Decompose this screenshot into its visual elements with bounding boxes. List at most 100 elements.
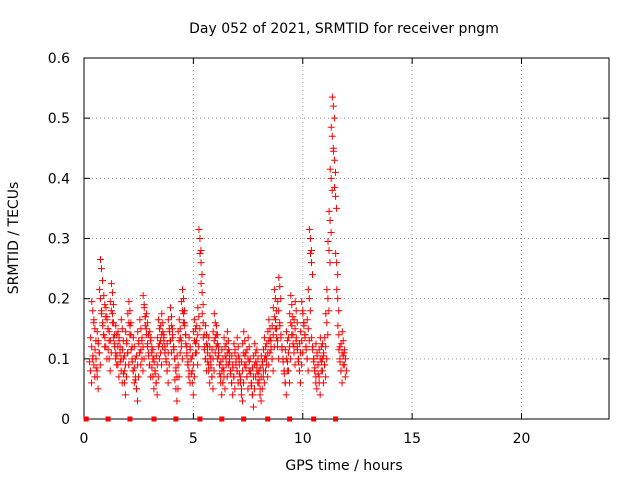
data-point — [234, 352, 242, 360]
data-point — [190, 373, 198, 381]
data-point — [117, 316, 125, 324]
data-point — [326, 165, 334, 173]
data-point — [159, 328, 167, 336]
baseline-marker — [151, 416, 157, 422]
data-point — [324, 238, 332, 246]
data-point — [313, 385, 321, 393]
data-point — [163, 367, 171, 375]
x-axis-label: GPS time / hours — [285, 458, 402, 474]
data-point — [134, 397, 141, 405]
data-point — [90, 316, 98, 324]
data-point — [95, 349, 103, 357]
data-point — [265, 361, 273, 369]
data-point — [311, 364, 319, 372]
data-point — [127, 319, 135, 327]
data-point — [184, 358, 192, 366]
data-point — [270, 286, 278, 294]
data-point — [275, 307, 283, 315]
data-point — [96, 295, 104, 303]
data-point — [338, 328, 346, 336]
data-point — [187, 370, 195, 378]
data-point — [104, 346, 112, 354]
data-point — [325, 207, 333, 215]
data-point — [318, 367, 326, 375]
data-point — [267, 337, 275, 345]
data-point — [241, 337, 249, 345]
data-point — [125, 298, 133, 306]
data-point — [104, 325, 112, 333]
data-point — [219, 379, 227, 387]
data-point — [194, 361, 202, 369]
data-point — [148, 343, 156, 351]
data-point — [97, 256, 104, 264]
data-point — [247, 382, 255, 390]
chart-title: Day 052 of 2021, SRMTID for receiver png… — [189, 21, 499, 37]
data-point — [93, 373, 101, 381]
data-point — [281, 346, 289, 354]
data-point — [177, 337, 185, 345]
data-point — [92, 355, 100, 363]
data-point — [287, 319, 295, 327]
data-point — [245, 358, 253, 366]
data-point — [267, 346, 275, 354]
data-point — [325, 307, 333, 315]
data-point — [321, 361, 329, 369]
data-point — [200, 346, 208, 354]
data-point — [268, 322, 276, 330]
data-point — [216, 361, 224, 369]
data-point — [140, 304, 148, 312]
data-point — [150, 385, 158, 393]
data-point — [165, 361, 173, 369]
data-point — [211, 319, 219, 327]
data-point — [180, 295, 188, 303]
data-point — [218, 391, 226, 399]
baseline-marker — [241, 416, 247, 422]
data-point — [288, 322, 296, 330]
data-point — [107, 280, 115, 288]
data-point — [333, 204, 341, 212]
data-point — [181, 322, 189, 330]
data-point — [181, 307, 189, 315]
data-point — [176, 334, 184, 342]
data-point — [141, 313, 149, 321]
data-point — [178, 355, 186, 363]
data-point — [324, 331, 332, 339]
data-point — [293, 319, 301, 327]
data-point — [276, 322, 284, 330]
data-point — [341, 373, 349, 381]
data-point — [243, 373, 251, 381]
data-point — [215, 352, 223, 360]
data-point — [277, 334, 285, 342]
data-point — [309, 271, 316, 279]
data-point — [312, 340, 320, 348]
data-point — [168, 322, 176, 330]
data-point — [197, 280, 205, 288]
data-point — [314, 361, 322, 369]
data-point — [288, 301, 296, 309]
data-point — [175, 373, 183, 381]
data-point — [98, 265, 105, 273]
data-point — [319, 379, 327, 387]
data-point — [136, 349, 144, 357]
data-point — [130, 379, 138, 387]
data-point — [248, 391, 256, 399]
data-point — [109, 301, 117, 309]
data-point — [328, 132, 336, 140]
data-point — [106, 367, 114, 375]
data-point — [291, 298, 299, 306]
data-point — [112, 322, 120, 330]
data-point — [229, 364, 237, 372]
data-point — [131, 355, 139, 363]
data-point — [305, 295, 313, 303]
data-point — [316, 391, 324, 399]
data-point — [96, 361, 104, 369]
data-point — [124, 349, 132, 357]
data-point — [246, 355, 254, 363]
data-point — [231, 385, 239, 393]
data-point — [99, 277, 106, 285]
baseline-marker — [127, 416, 133, 422]
data-point — [129, 334, 137, 342]
data-point — [143, 319, 151, 327]
data-point — [121, 352, 129, 360]
data-point — [293, 346, 301, 354]
